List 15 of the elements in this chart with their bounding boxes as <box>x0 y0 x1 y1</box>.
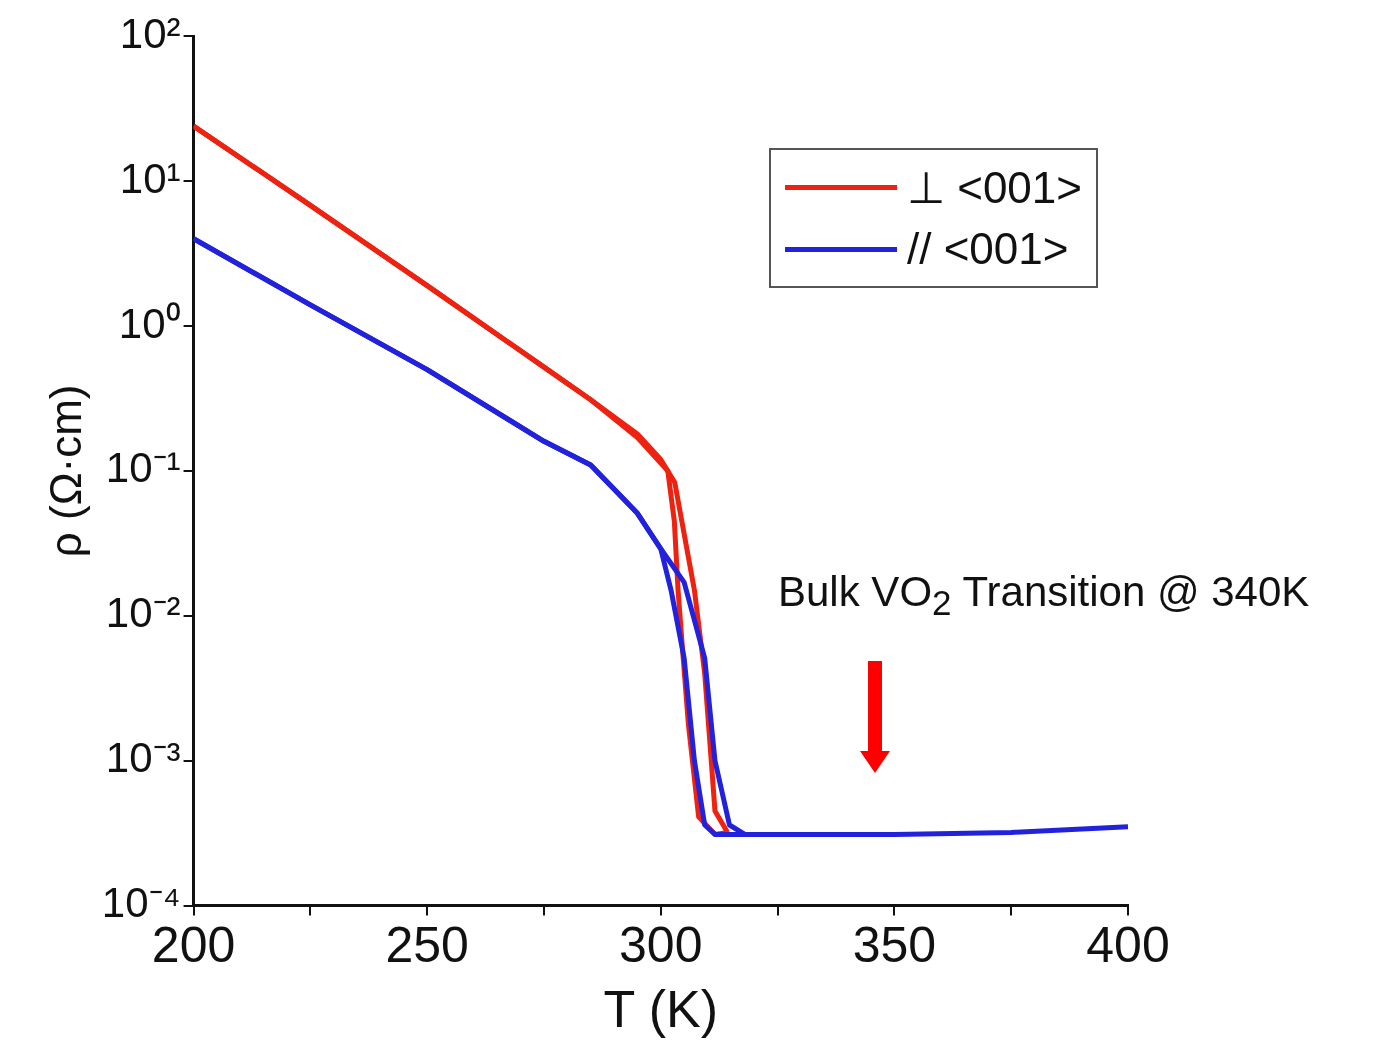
y-axis-title: ρ (Ω·cm) <box>40 384 90 558</box>
x-tick-label: 250 <box>385 917 469 974</box>
x-tick-label: 350 <box>852 917 937 974</box>
legend-label: // <001> <box>906 224 1069 274</box>
y-tick-label: 10⁻¹ <box>105 444 181 492</box>
y-tick-label: 10² <box>119 9 181 57</box>
y-tick-label: 10⁻³ <box>105 734 181 782</box>
annotation: Bulk VO$_{2}$ Transition @ 340K <box>778 568 1310 624</box>
x-axis-title: T (K) <box>603 980 719 1039</box>
x-tick-label: 400 <box>1086 917 1170 974</box>
x-tick-label: 300 <box>619 917 703 974</box>
legend-label: ⊥ <001> <box>906 161 1082 213</box>
y-tick-label: 10¹ <box>119 154 181 202</box>
y-tick-label: 10⁰ <box>118 299 181 347</box>
y-tick-label: 10⁻² <box>105 589 181 637</box>
